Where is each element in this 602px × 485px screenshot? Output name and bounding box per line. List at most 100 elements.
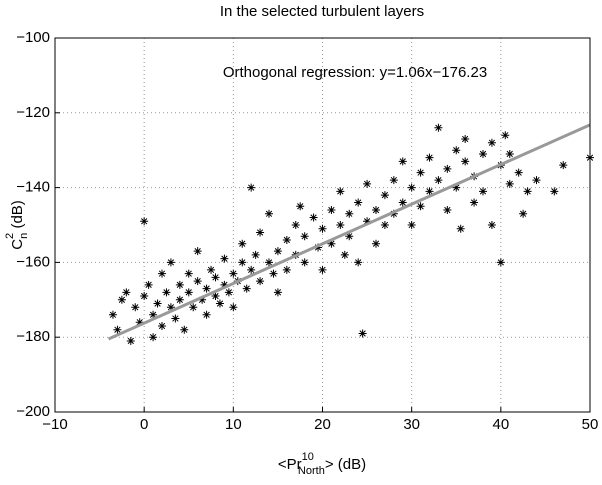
data-point (519, 209, 528, 218)
data-point (345, 209, 354, 218)
data-point (336, 221, 345, 229)
plot-frame (54, 37, 591, 413)
data-point (487, 221, 496, 229)
data-point (559, 161, 568, 170)
data-point (238, 258, 247, 267)
data-point (550, 187, 559, 196)
y-tick-label: −180 (16, 328, 50, 345)
annotation: Orthogonal regression: y=1.06x−176.23 (223, 64, 487, 81)
data-point (166, 303, 175, 312)
data-point (470, 198, 479, 207)
data-point (318, 265, 327, 274)
data-point (358, 329, 367, 338)
data-point (461, 157, 470, 166)
data-point (336, 187, 345, 196)
data-point (256, 277, 265, 286)
data-point (345, 232, 354, 241)
data-point (247, 183, 256, 192)
data-point (184, 288, 193, 297)
data-point (117, 295, 126, 304)
data-point (372, 239, 380, 248)
data-point (505, 179, 514, 188)
data-point (175, 280, 184, 289)
x-tick-label: 40 (492, 416, 509, 433)
x-tick-label: 0 (140, 416, 148, 433)
data-point (282, 235, 291, 244)
data-point (452, 146, 461, 155)
data-point (523, 187, 532, 196)
data-point (166, 258, 175, 267)
data-point (461, 134, 470, 143)
data-point (416, 168, 425, 177)
data-point (327, 206, 336, 215)
data-point (202, 284, 211, 293)
data-point (425, 187, 434, 196)
data-point (229, 303, 238, 312)
data-point (389, 209, 398, 218)
data-point (265, 209, 273, 218)
data-point (434, 123, 443, 132)
x-tick-label: 50 (582, 416, 599, 433)
data-point (247, 265, 256, 274)
data-point (202, 310, 211, 319)
data-point (434, 176, 443, 185)
y-axis-label: C2 n (dB) (4, 200, 30, 250)
data-point (193, 247, 202, 256)
data-point (242, 284, 251, 293)
data-point (211, 292, 220, 301)
data-point (238, 239, 247, 248)
data-point (158, 321, 166, 330)
data-point (140, 292, 149, 301)
data-point (126, 336, 135, 345)
data-point (149, 310, 158, 319)
y-tick-label: −100 (16, 29, 50, 46)
data-point (140, 217, 149, 226)
y-tick-label: −160 (16, 253, 50, 270)
data-point (153, 299, 162, 308)
data-point (487, 138, 496, 147)
data-point (144, 280, 153, 289)
data-point (443, 206, 452, 215)
data-point (269, 269, 278, 278)
data-point (296, 202, 305, 211)
data-point (251, 250, 260, 259)
data-point (193, 277, 202, 286)
data-point (496, 258, 505, 267)
data-point (318, 224, 327, 233)
data-point (184, 269, 193, 278)
data-point (131, 303, 140, 312)
data-point (207, 265, 216, 274)
data-point (180, 325, 189, 334)
data-point (158, 269, 166, 278)
data-point (479, 187, 487, 196)
x-axis-label: <Pr10 North> (dB) (278, 451, 366, 477)
x-tick-label: 30 (403, 416, 420, 433)
data-point (229, 269, 238, 278)
data-point (162, 288, 171, 297)
data-point (300, 258, 309, 267)
y-tick-label: −200 (16, 403, 50, 420)
data-point (398, 157, 407, 166)
data-point (452, 183, 461, 192)
data-point (363, 217, 372, 226)
data-point (354, 198, 363, 207)
data-point (532, 176, 541, 185)
data-point (256, 228, 265, 237)
data-point (220, 280, 229, 289)
data-point (135, 318, 144, 327)
data-point (363, 179, 372, 188)
x-tick-label: −10 (42, 416, 67, 433)
data-point (416, 202, 425, 211)
data-point (113, 325, 122, 334)
regression-line (107, 123, 591, 341)
data-point (372, 206, 380, 215)
data-point (389, 176, 398, 185)
data-point (380, 191, 389, 200)
data-point (189, 303, 198, 312)
data-point (380, 221, 389, 229)
data-point (398, 198, 407, 207)
data-point (224, 288, 233, 297)
data-point (443, 164, 452, 173)
data-point (327, 239, 336, 248)
